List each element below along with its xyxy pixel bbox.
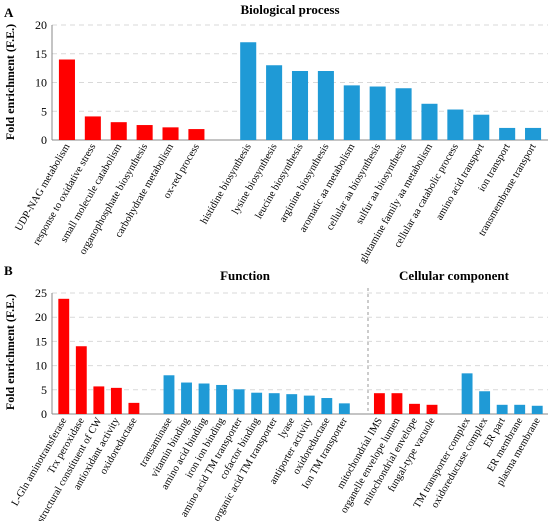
y-tick-label: 10 xyxy=(35,359,47,373)
panel-b-label: B xyxy=(4,263,13,278)
bar xyxy=(233,389,245,414)
y-tick-label: 15 xyxy=(35,334,47,348)
bar xyxy=(514,404,526,414)
y-tick-label: 0 xyxy=(41,407,47,421)
bar xyxy=(240,42,257,140)
bar xyxy=(75,346,87,414)
bar xyxy=(110,387,122,414)
bar xyxy=(479,391,491,414)
bar xyxy=(216,384,228,414)
panel-a-ylabel: Fold enrichment (F.E.) xyxy=(3,24,17,140)
bar xyxy=(499,127,516,140)
bar xyxy=(421,103,438,140)
bar xyxy=(128,402,140,414)
y-tick-label: 20 xyxy=(35,310,47,324)
y-tick-label: 25 xyxy=(35,286,47,300)
bar xyxy=(58,59,75,140)
bar xyxy=(58,298,70,414)
bar xyxy=(268,393,280,414)
bar xyxy=(409,403,420,414)
bar xyxy=(303,395,315,414)
bar xyxy=(84,116,101,140)
bar xyxy=(163,375,175,414)
bar xyxy=(343,85,360,140)
panel-b-ylabel: Fold enrichment (F.E.) xyxy=(3,294,17,410)
bar xyxy=(136,125,153,140)
bar xyxy=(291,71,309,140)
bar xyxy=(373,393,385,414)
y-tick-label: 10 xyxy=(35,76,47,90)
panel-b-title-function: Function xyxy=(220,268,271,283)
bar xyxy=(338,403,350,414)
y-tick-label: 5 xyxy=(41,383,47,397)
bar xyxy=(525,127,542,140)
bar xyxy=(391,393,403,414)
y-tick-label: 20 xyxy=(35,18,47,32)
y-tick-label: 15 xyxy=(35,47,47,61)
bar xyxy=(473,114,490,140)
bar xyxy=(251,392,263,414)
bar xyxy=(461,373,473,414)
bar xyxy=(181,382,192,414)
y-tick-label: 0 xyxy=(41,133,47,147)
bar xyxy=(198,383,210,414)
bar xyxy=(266,65,283,140)
panel-b-title-cellular-component: Cellular component xyxy=(399,268,510,283)
bar xyxy=(162,127,179,140)
category-label: leucine biosynthesis xyxy=(254,142,306,221)
bar xyxy=(286,394,298,414)
bar xyxy=(317,71,334,140)
bar xyxy=(531,405,543,414)
bar xyxy=(188,129,205,140)
bar xyxy=(321,398,333,414)
bar xyxy=(93,386,105,414)
panel-a-title: Biological process xyxy=(240,2,339,17)
bar xyxy=(496,404,508,414)
panel-a-label: A xyxy=(4,5,14,20)
bar xyxy=(395,88,412,140)
y-tick-label: 5 xyxy=(41,104,47,118)
bar xyxy=(447,109,464,140)
bar xyxy=(426,404,438,414)
bar xyxy=(110,122,127,140)
bar xyxy=(369,86,386,140)
